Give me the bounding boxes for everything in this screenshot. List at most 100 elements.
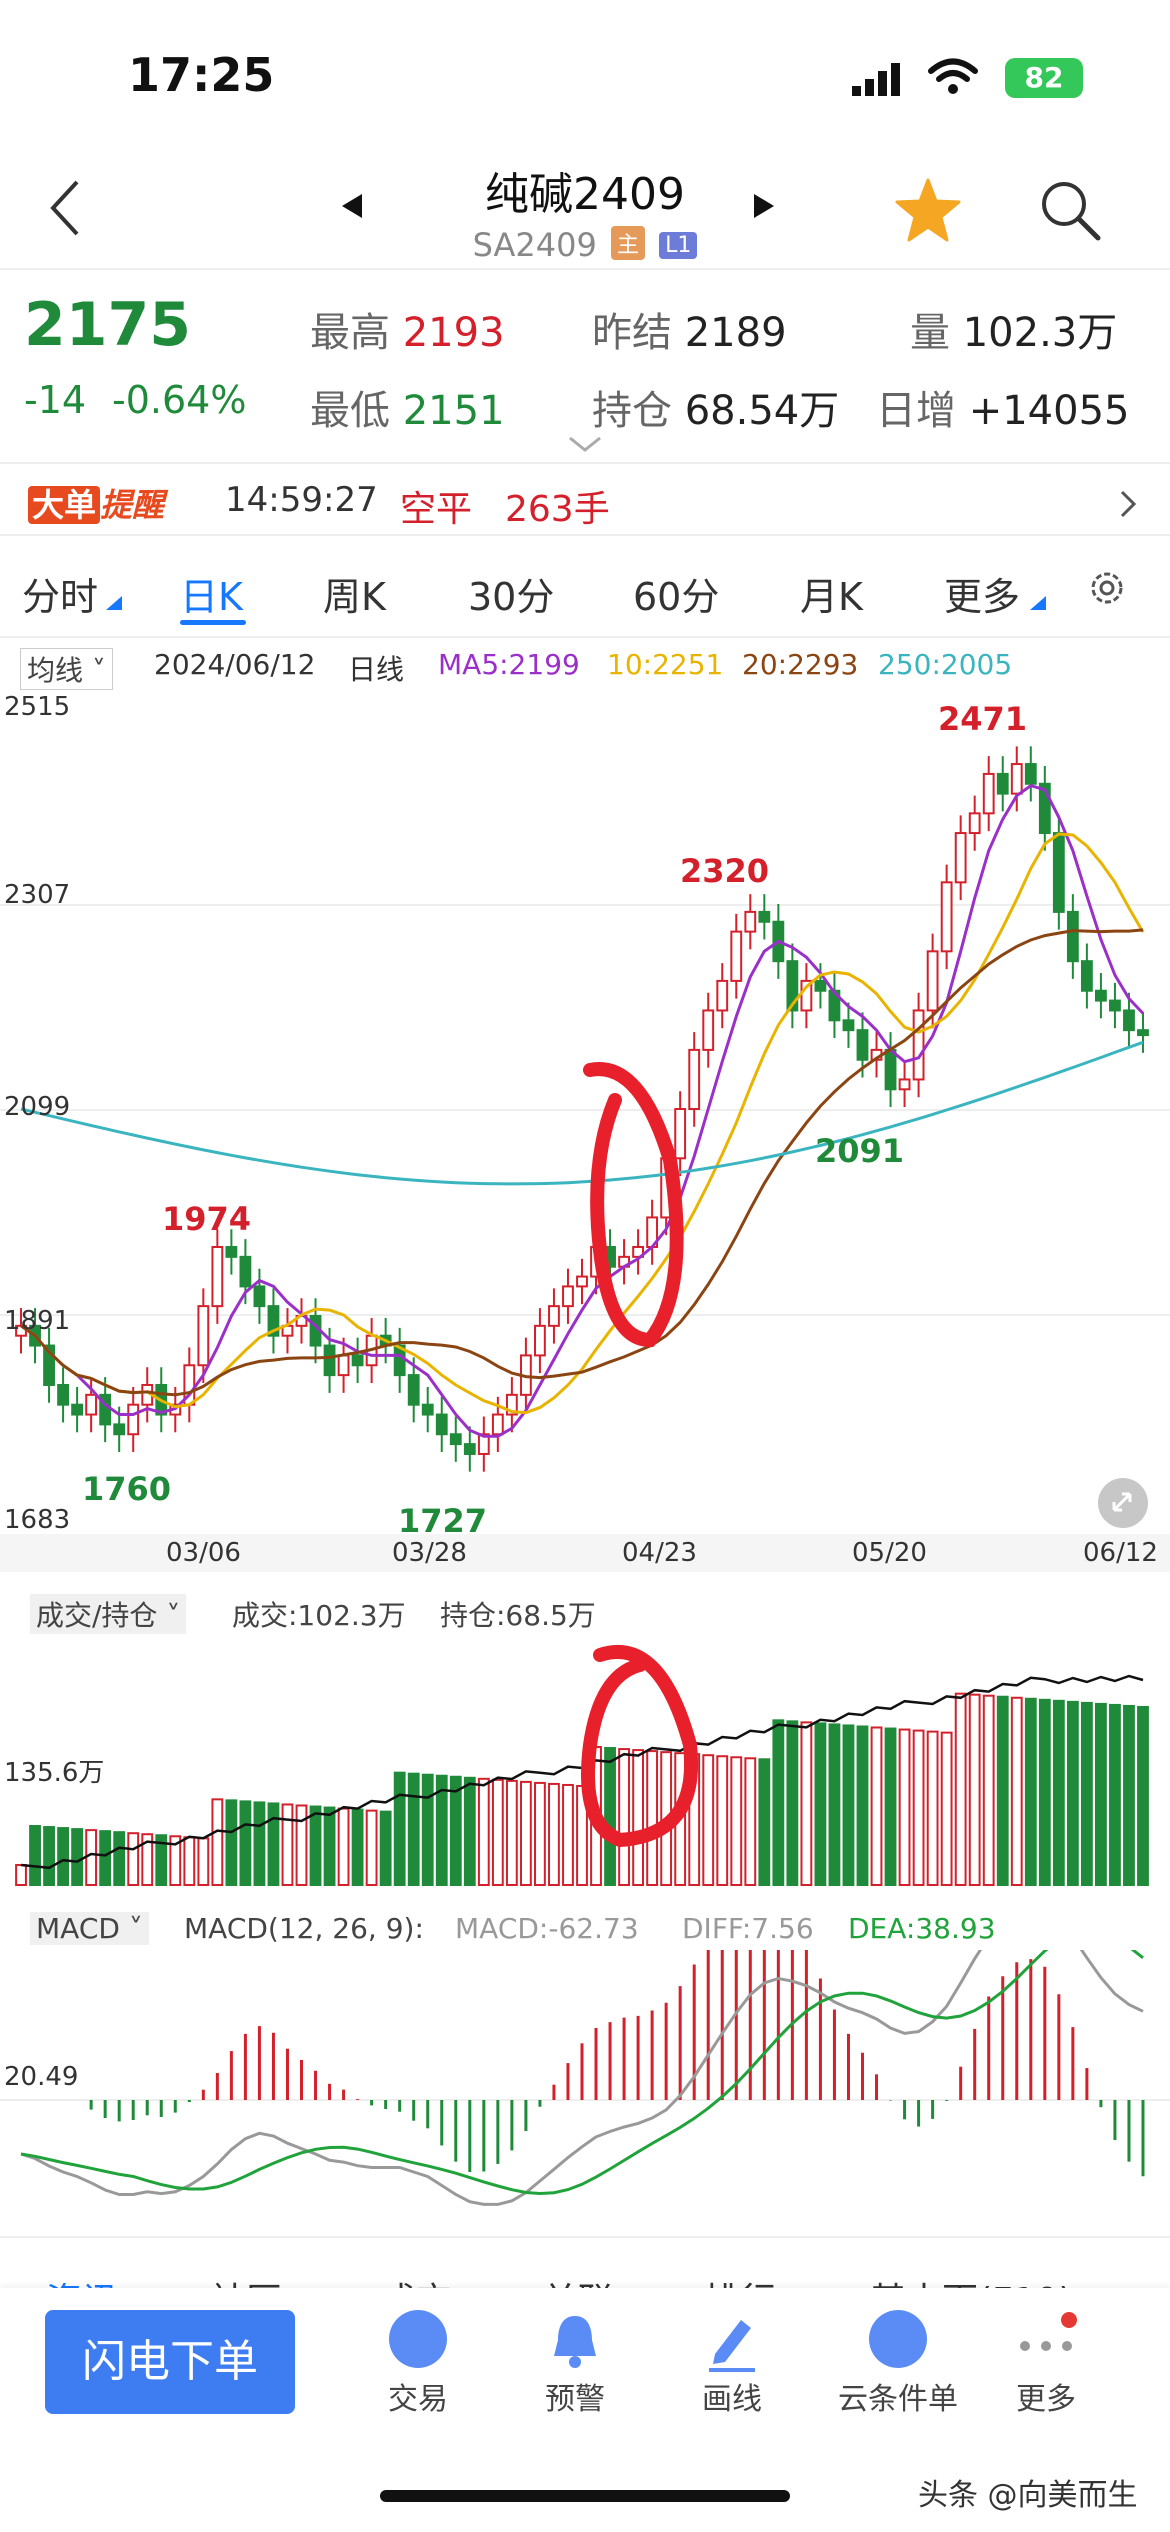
volume-bar (99, 1830, 112, 1886)
volume-bar (253, 1801, 266, 1886)
volume-bar (323, 1806, 336, 1886)
candle-body (1066, 910, 1079, 963)
tab-daily-k[interactable]: 日K (180, 575, 243, 619)
volume-bar (814, 1722, 827, 1886)
dea-value: DEA:38.93 (848, 1912, 996, 1945)
more-icon (1020, 2312, 1077, 2351)
back-icon[interactable] (45, 178, 85, 238)
dropdown-icon (1030, 596, 1046, 610)
x-tick-2: 03/28 (392, 1538, 467, 1568)
annotation-1727: 1727 (398, 1502, 488, 1540)
annotation-1974: 1974 (162, 1200, 252, 1238)
candle-body (814, 979, 827, 992)
candle-body (407, 1374, 420, 1406)
day-increase-stat: 日增 +14055 (876, 378, 1129, 436)
divider (0, 2236, 1170, 2238)
divider (0, 462, 1170, 464)
day-inc-label: 日增 (876, 388, 956, 434)
cloud-order-icon (869, 2310, 927, 2368)
prev-contract-icon[interactable] (340, 192, 364, 220)
bottom-item-more[interactable]: 更多 (976, 2310, 1116, 2418)
signal-icon (852, 63, 900, 96)
volume-bar (1010, 1696, 1023, 1887)
volume-bar (1123, 1704, 1135, 1886)
prev-value: 2189 (684, 310, 787, 356)
volume-text: 成交:102.3万 (232, 1599, 406, 1632)
ma-selector[interactable]: 均线 ˅ (20, 648, 113, 690)
volume-bar (379, 1810, 392, 1886)
volume-bar (197, 1837, 210, 1886)
volume-bar (800, 1721, 813, 1886)
candle-body (477, 1433, 490, 1455)
candle-body (239, 1255, 252, 1288)
bottom-item-draw[interactable]: 画线 (662, 2310, 802, 2418)
status-time: 17:25 (128, 48, 275, 102)
search-icon[interactable] (1038, 178, 1104, 244)
annotation-2471: 2471 (938, 700, 1028, 738)
volume-selector[interactable]: 成交/持仓 ˅ (30, 1594, 187, 1634)
volume-bar (127, 1832, 140, 1886)
volume-bar (730, 1756, 743, 1886)
tab-60min[interactable]: 60分 (633, 575, 720, 619)
ma10-line (20, 832, 1145, 1415)
volume-bar (632, 1749, 645, 1886)
candle-body (351, 1354, 364, 1367)
candle-body (982, 772, 995, 815)
big-order-badge[interactable]: 大单 提醒 (28, 480, 164, 526)
bottom-item-cloud-order[interactable]: 云条件单 (818, 2310, 978, 2418)
y-tick-1891: 1891 (4, 1306, 71, 1336)
candle-body (730, 930, 743, 982)
candle-body (954, 832, 967, 884)
x-tick-4: 05/20 (852, 1538, 927, 1568)
macd-selector[interactable]: MACD ˅ (30, 1912, 149, 1945)
next-contract-icon[interactable] (752, 192, 776, 220)
candle-body (1137, 1029, 1149, 1037)
tab-monthly-k[interactable]: 月K (800, 575, 863, 619)
volume-bar (491, 1778, 504, 1886)
chevron-right-icon[interactable] (1118, 490, 1138, 518)
volume-bar (113, 1831, 126, 1886)
volume-bar (646, 1750, 659, 1886)
expand-icon[interactable] (568, 436, 602, 454)
x-tick-1: 03/06 (166, 1538, 241, 1568)
legend-ma10: 10:2251 (607, 648, 724, 681)
gear-icon[interactable] (1085, 566, 1129, 610)
legend-ma5: MA5:2199 (438, 648, 580, 681)
volume-bar (926, 1730, 939, 1886)
volume-bar (996, 1695, 1009, 1886)
volume-bar (548, 1782, 560, 1887)
volume-bar (295, 1804, 308, 1886)
candle-body (225, 1245, 238, 1258)
macd-axis-label: 20.49 (4, 2062, 79, 2092)
low-stat: 最低 2151 (310, 378, 505, 436)
bottom-item-trade[interactable]: 交易 (348, 2310, 488, 2418)
candle-body (127, 1403, 140, 1436)
tab-timeshare[interactable]: 分时 (22, 575, 99, 619)
bell-icon (554, 2316, 596, 2368)
candle-body (534, 1324, 546, 1357)
volume-stat: 量 102.3万 (910, 300, 1117, 358)
bottom-item-alert[interactable]: 预警 (505, 2310, 645, 2418)
tab-weekly-k[interactable]: 周K (323, 575, 386, 619)
candle-body (421, 1403, 434, 1416)
watermark: 头条 @向美而生 (918, 2478, 1138, 2513)
fullscreen-button[interactable] (1098, 1478, 1148, 1528)
candle-body (562, 1285, 574, 1308)
volume-bar (1024, 1697, 1037, 1887)
candle-body (1052, 832, 1065, 913)
candlestick-chart[interactable] (0, 690, 1170, 1530)
tab-30min[interactable]: 30分 (468, 575, 555, 619)
tab-more[interactable]: 更多 (944, 575, 1021, 619)
annotation-2091: 2091 (815, 1132, 905, 1170)
volume-bar (772, 1719, 785, 1887)
star-icon[interactable] (895, 178, 961, 242)
flash-order-button[interactable]: 闪电下单 (45, 2310, 295, 2414)
candle-body (940, 881, 953, 953)
y-tick-2099: 2099 (4, 1092, 71, 1122)
candle-body (926, 950, 939, 1012)
legend-ma250: 250:2005 (878, 648, 1013, 681)
candle-body (548, 1305, 560, 1327)
contract-code: SA2409 主 L1 (0, 226, 1170, 264)
candle-body (912, 1009, 925, 1081)
main-tag: 主 (610, 226, 645, 260)
